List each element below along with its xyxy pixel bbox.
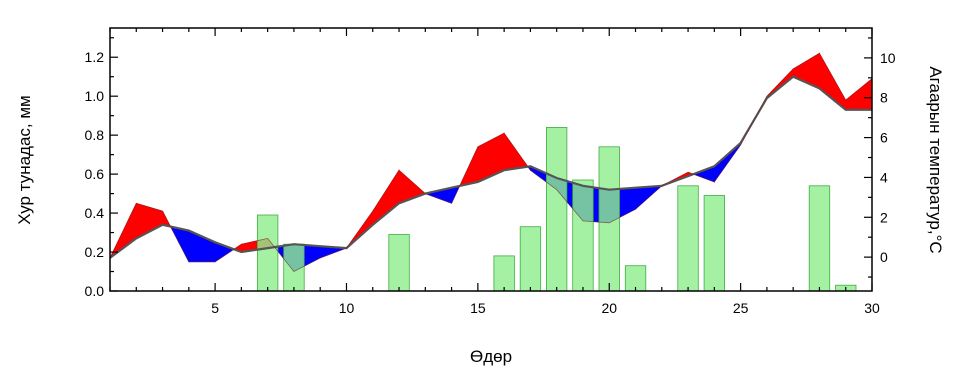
precip-bar [493,255,515,292]
y-tick-label: 0.8 [85,127,105,143]
precip-bar [546,127,568,292]
y-tick-label: 0.0 [85,283,105,299]
y2-tick-label: 8 [880,90,888,106]
precip-bar [677,185,699,292]
y-tick-label: 0.2 [85,244,105,260]
y2-tick-label: 4 [880,169,888,185]
x-axis-title: Өдөр [470,347,512,366]
y2-tick-label: 6 [880,130,888,146]
plot-frame [109,27,873,292]
warm-band [819,52,847,111]
axis-ticks: 5 10 15 20 25 30 0.0 0.2 0.4 0.6 0.8 1.0 1.2 0 2 4 6 8 10 [85,28,896,316]
warm-band [372,169,400,226]
y-axis-title: Хур тунадас, мм [15,95,34,224]
precip-bar [256,214,279,292]
warm-band [477,132,505,183]
y-tick-label: 0.4 [85,205,105,221]
temperature-bands [109,52,873,273]
precipitation-bars [256,127,857,292]
series-line-base [109,75,872,259]
x-tick-label: 30 [864,300,880,316]
series-lines [109,52,873,273]
y2-axis-title: Агаарын температур,°C [926,66,945,253]
x-tick-label: 15 [470,300,486,316]
series-line-upper [109,52,873,273]
x-tick-label: 20 [601,300,617,316]
y-tick-label: 1.2 [85,49,105,65]
warm-band [136,202,163,239]
precip-bar [572,179,594,292]
x-tick-label: 10 [339,300,355,316]
y2-tick-label: 0 [880,249,888,265]
precip-bar [703,195,725,292]
y2-tick-label: 2 [880,209,888,225]
y-tick-label: 0.6 [85,166,105,182]
precip-bar [808,185,831,292]
precip-bar [519,226,542,292]
y-tick-label: 1.0 [85,88,105,104]
warm-band [845,78,873,111]
x-tick-label: 5 [211,300,219,316]
y2-tick-label: 10 [880,50,896,66]
x-tick-label: 25 [733,300,749,316]
precip-bar [388,234,410,292]
